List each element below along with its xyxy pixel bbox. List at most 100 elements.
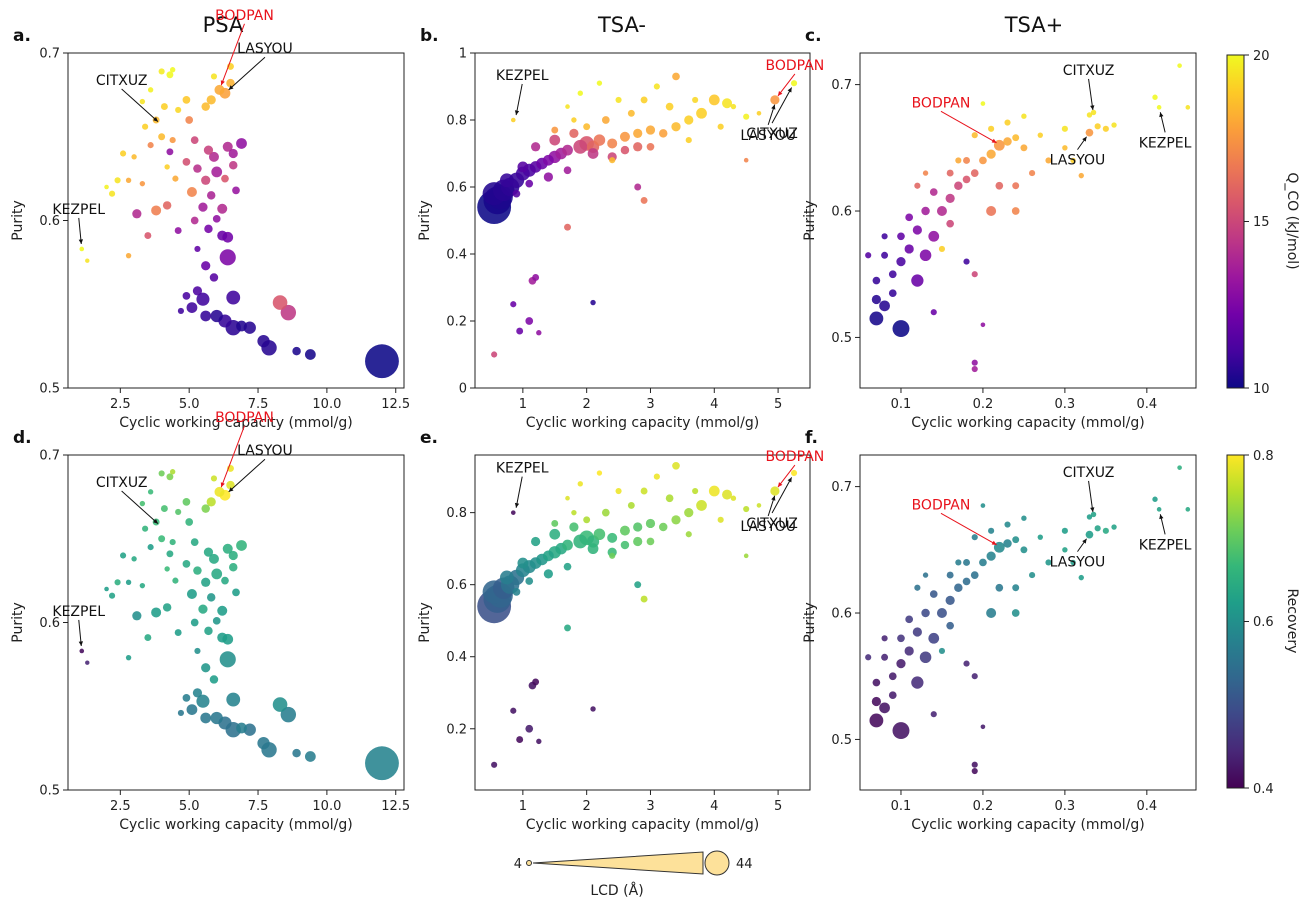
- scatter-point: [743, 157, 749, 163]
- scatter-point: [1012, 536, 1020, 544]
- column-title-psa: PSA: [203, 13, 244, 37]
- scatter-point: [619, 525, 630, 536]
- scatter-point: [979, 156, 987, 165]
- scatter-point: [108, 592, 116, 599]
- scatter-point: [169, 469, 176, 475]
- scatter-point: [365, 344, 399, 379]
- scatter-point: [897, 232, 905, 241]
- annotation-label: LASYOU: [740, 519, 796, 535]
- scatter-point: [510, 707, 517, 714]
- panel-letter: f.: [805, 428, 818, 448]
- scatter-point: [615, 487, 622, 495]
- scatter-point: [577, 90, 583, 96]
- scatter-point: [1177, 63, 1182, 68]
- scatter-point: [201, 663, 211, 673]
- scatter-point: [190, 618, 199, 627]
- scatter-point: [971, 359, 978, 366]
- scatter-point: [929, 188, 938, 196]
- scatter-point: [206, 593, 216, 602]
- y-tick-label: 0.5: [39, 784, 60, 799]
- scatter-point: [229, 562, 238, 572]
- y-tick-label: 0.5: [831, 733, 852, 748]
- scatter-point: [892, 722, 910, 740]
- x-tick-label: 5.0: [179, 799, 200, 814]
- scatter-point: [185, 518, 194, 526]
- scatter-point: [995, 583, 1004, 592]
- y-tick-label: 0.6: [446, 578, 467, 593]
- annotation-arrow: [777, 73, 796, 97]
- scatter-point: [229, 160, 238, 170]
- scatter-point: [164, 164, 170, 170]
- scatter-point: [929, 590, 938, 598]
- scatter-point: [971, 132, 978, 139]
- scatter-point: [212, 214, 221, 223]
- scatter-point: [1012, 584, 1020, 592]
- scatter-point: [912, 627, 922, 637]
- scatter-point: [571, 117, 577, 123]
- scatter-point: [640, 196, 648, 204]
- y-axis-label: Purity: [802, 200, 818, 241]
- annotation-arrowhead: [777, 91, 783, 96]
- scatter-point: [131, 556, 137, 562]
- annotation-label: CITXUZ: [96, 73, 148, 89]
- scatter-point: [743, 553, 749, 559]
- scatter-point: [196, 292, 210, 306]
- size-legend-min-label: 4: [514, 857, 522, 872]
- scatter-point: [896, 256, 906, 267]
- colorbar-recovery-gradient: [1226, 454, 1245, 789]
- x-tick-label: 12.5: [381, 799, 410, 814]
- annotation-label: LASYOU: [1050, 153, 1106, 169]
- scatter-point: [516, 327, 524, 335]
- scatter-point: [665, 102, 674, 111]
- scatter-point: [569, 522, 579, 532]
- size-legend-small-circle: [526, 860, 532, 866]
- size-legend-title: LCD (Å): [590, 882, 643, 899]
- scatter-point: [620, 540, 630, 550]
- scatter-point: [609, 552, 616, 559]
- scatter-point: [210, 309, 223, 323]
- scatter-point: [531, 142, 541, 152]
- x-tick-label: 0.4: [1136, 397, 1157, 412]
- scatter-point: [565, 104, 570, 109]
- scatter-point: [869, 713, 884, 728]
- scatter-point: [226, 480, 235, 490]
- scatter-point: [659, 522, 668, 532]
- scatter-point: [1090, 511, 1097, 518]
- annotation-label: LASYOU: [740, 128, 796, 144]
- scatter-point: [881, 251, 889, 259]
- annotation-arrow: [515, 476, 523, 508]
- scatter-point: [869, 311, 884, 326]
- x-tick-label: 0.1: [891, 397, 912, 412]
- scatter-point: [1177, 465, 1182, 470]
- y-tick-label: 0.6: [446, 181, 467, 196]
- x-tick-label: 0.4: [1136, 799, 1157, 814]
- scatter-point: [896, 658, 906, 669]
- x-tick-label: 3: [646, 799, 654, 814]
- scatter-point: [871, 696, 882, 707]
- scatter-point: [601, 116, 610, 124]
- scatter-point: [684, 115, 694, 125]
- x-tick-label: 4: [710, 397, 718, 412]
- scatter-point: [79, 648, 85, 654]
- scatter-point: [564, 223, 571, 231]
- x-tick-label: 2: [583, 397, 591, 412]
- scatter-point: [120, 150, 127, 157]
- scatter-point: [911, 274, 924, 287]
- scatter-point: [151, 607, 162, 618]
- scatter-point: [590, 706, 596, 712]
- scatter-point: [104, 586, 109, 592]
- scatter-point: [569, 128, 579, 139]
- scatter-point: [980, 101, 986, 106]
- scatter-point: [645, 125, 656, 135]
- x-axis-label: Cyclic working capacity (mmol/g): [911, 415, 1144, 431]
- scatter-point: [192, 286, 203, 296]
- annotation-arrowhead: [1090, 105, 1095, 110]
- annotation-arrow: [777, 464, 796, 488]
- plot-frame: [859, 52, 1197, 389]
- scatter-point: [938, 245, 946, 253]
- y-tick-label: 1: [459, 47, 467, 62]
- scatter-point: [770, 95, 780, 105]
- x-axis-label: Cyclic working capacity (mmol/g): [119, 415, 352, 431]
- scatter-point: [627, 501, 635, 509]
- scatter-point: [158, 68, 165, 75]
